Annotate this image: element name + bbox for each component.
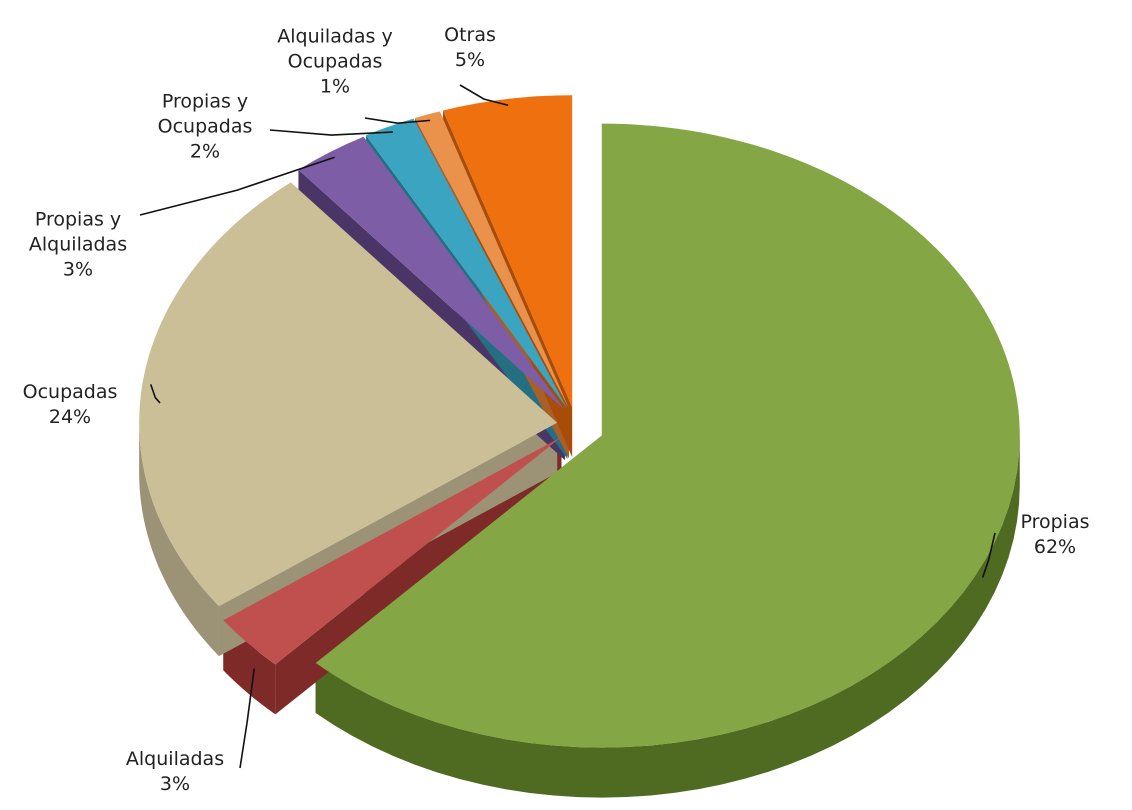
label-name: Otras — [444, 24, 496, 46]
pie-slice — [365, 118, 568, 409]
label-value: 24% — [48, 406, 92, 428]
leader-line — [239, 668, 256, 769]
label-value: 62% — [1033, 536, 1077, 558]
leader-line — [364, 117, 431, 124]
slice-label: Alquiladas 3% — [110, 747, 240, 797]
slice-label: Alquiladas y Ocupadas 1% — [270, 25, 400, 100]
pie-slice — [223, 436, 562, 665]
pie-slice — [298, 136, 565, 411]
label-name: Alquiladas — [125, 748, 225, 770]
slice-side — [139, 422, 219, 657]
leader-line — [139, 156, 335, 216]
pie-slice — [415, 111, 569, 409]
slice-label: Ocupadas 24% — [5, 380, 135, 430]
label-name: Propias — [1020, 511, 1090, 533]
label-value: 3% — [159, 773, 191, 795]
pie-slice — [443, 95, 573, 408]
slice-label: Propias y Alquiladas 3% — [13, 208, 143, 283]
slice-label: Propias y Ocupadas 2% — [140, 90, 270, 165]
leader-line — [981, 532, 996, 578]
label-value: 5% — [454, 49, 486, 71]
label-value: 3% — [62, 258, 94, 281]
pie-slice — [315, 123, 1020, 748]
label-name: Alquiladas y Ocupadas — [277, 25, 393, 73]
leader-line — [459, 84, 509, 107]
slice-side — [315, 435, 1020, 798]
slice-label: Otras 5% — [405, 23, 535, 73]
slice-tops — [139, 95, 1020, 748]
label-value: 1% — [319, 75, 351, 98]
leader-line — [149, 384, 161, 404]
label-name: Propias y Alquiladas — [28, 208, 128, 256]
label-value: 2% — [189, 140, 221, 163]
pie-slice — [139, 182, 558, 607]
leader-line — [269, 129, 393, 136]
leaders — [139, 84, 996, 769]
label-name: Ocupadas — [22, 381, 118, 403]
label-name: Propias y Ocupadas — [157, 90, 253, 138]
slice-label: Propias 62% — [990, 510, 1120, 560]
